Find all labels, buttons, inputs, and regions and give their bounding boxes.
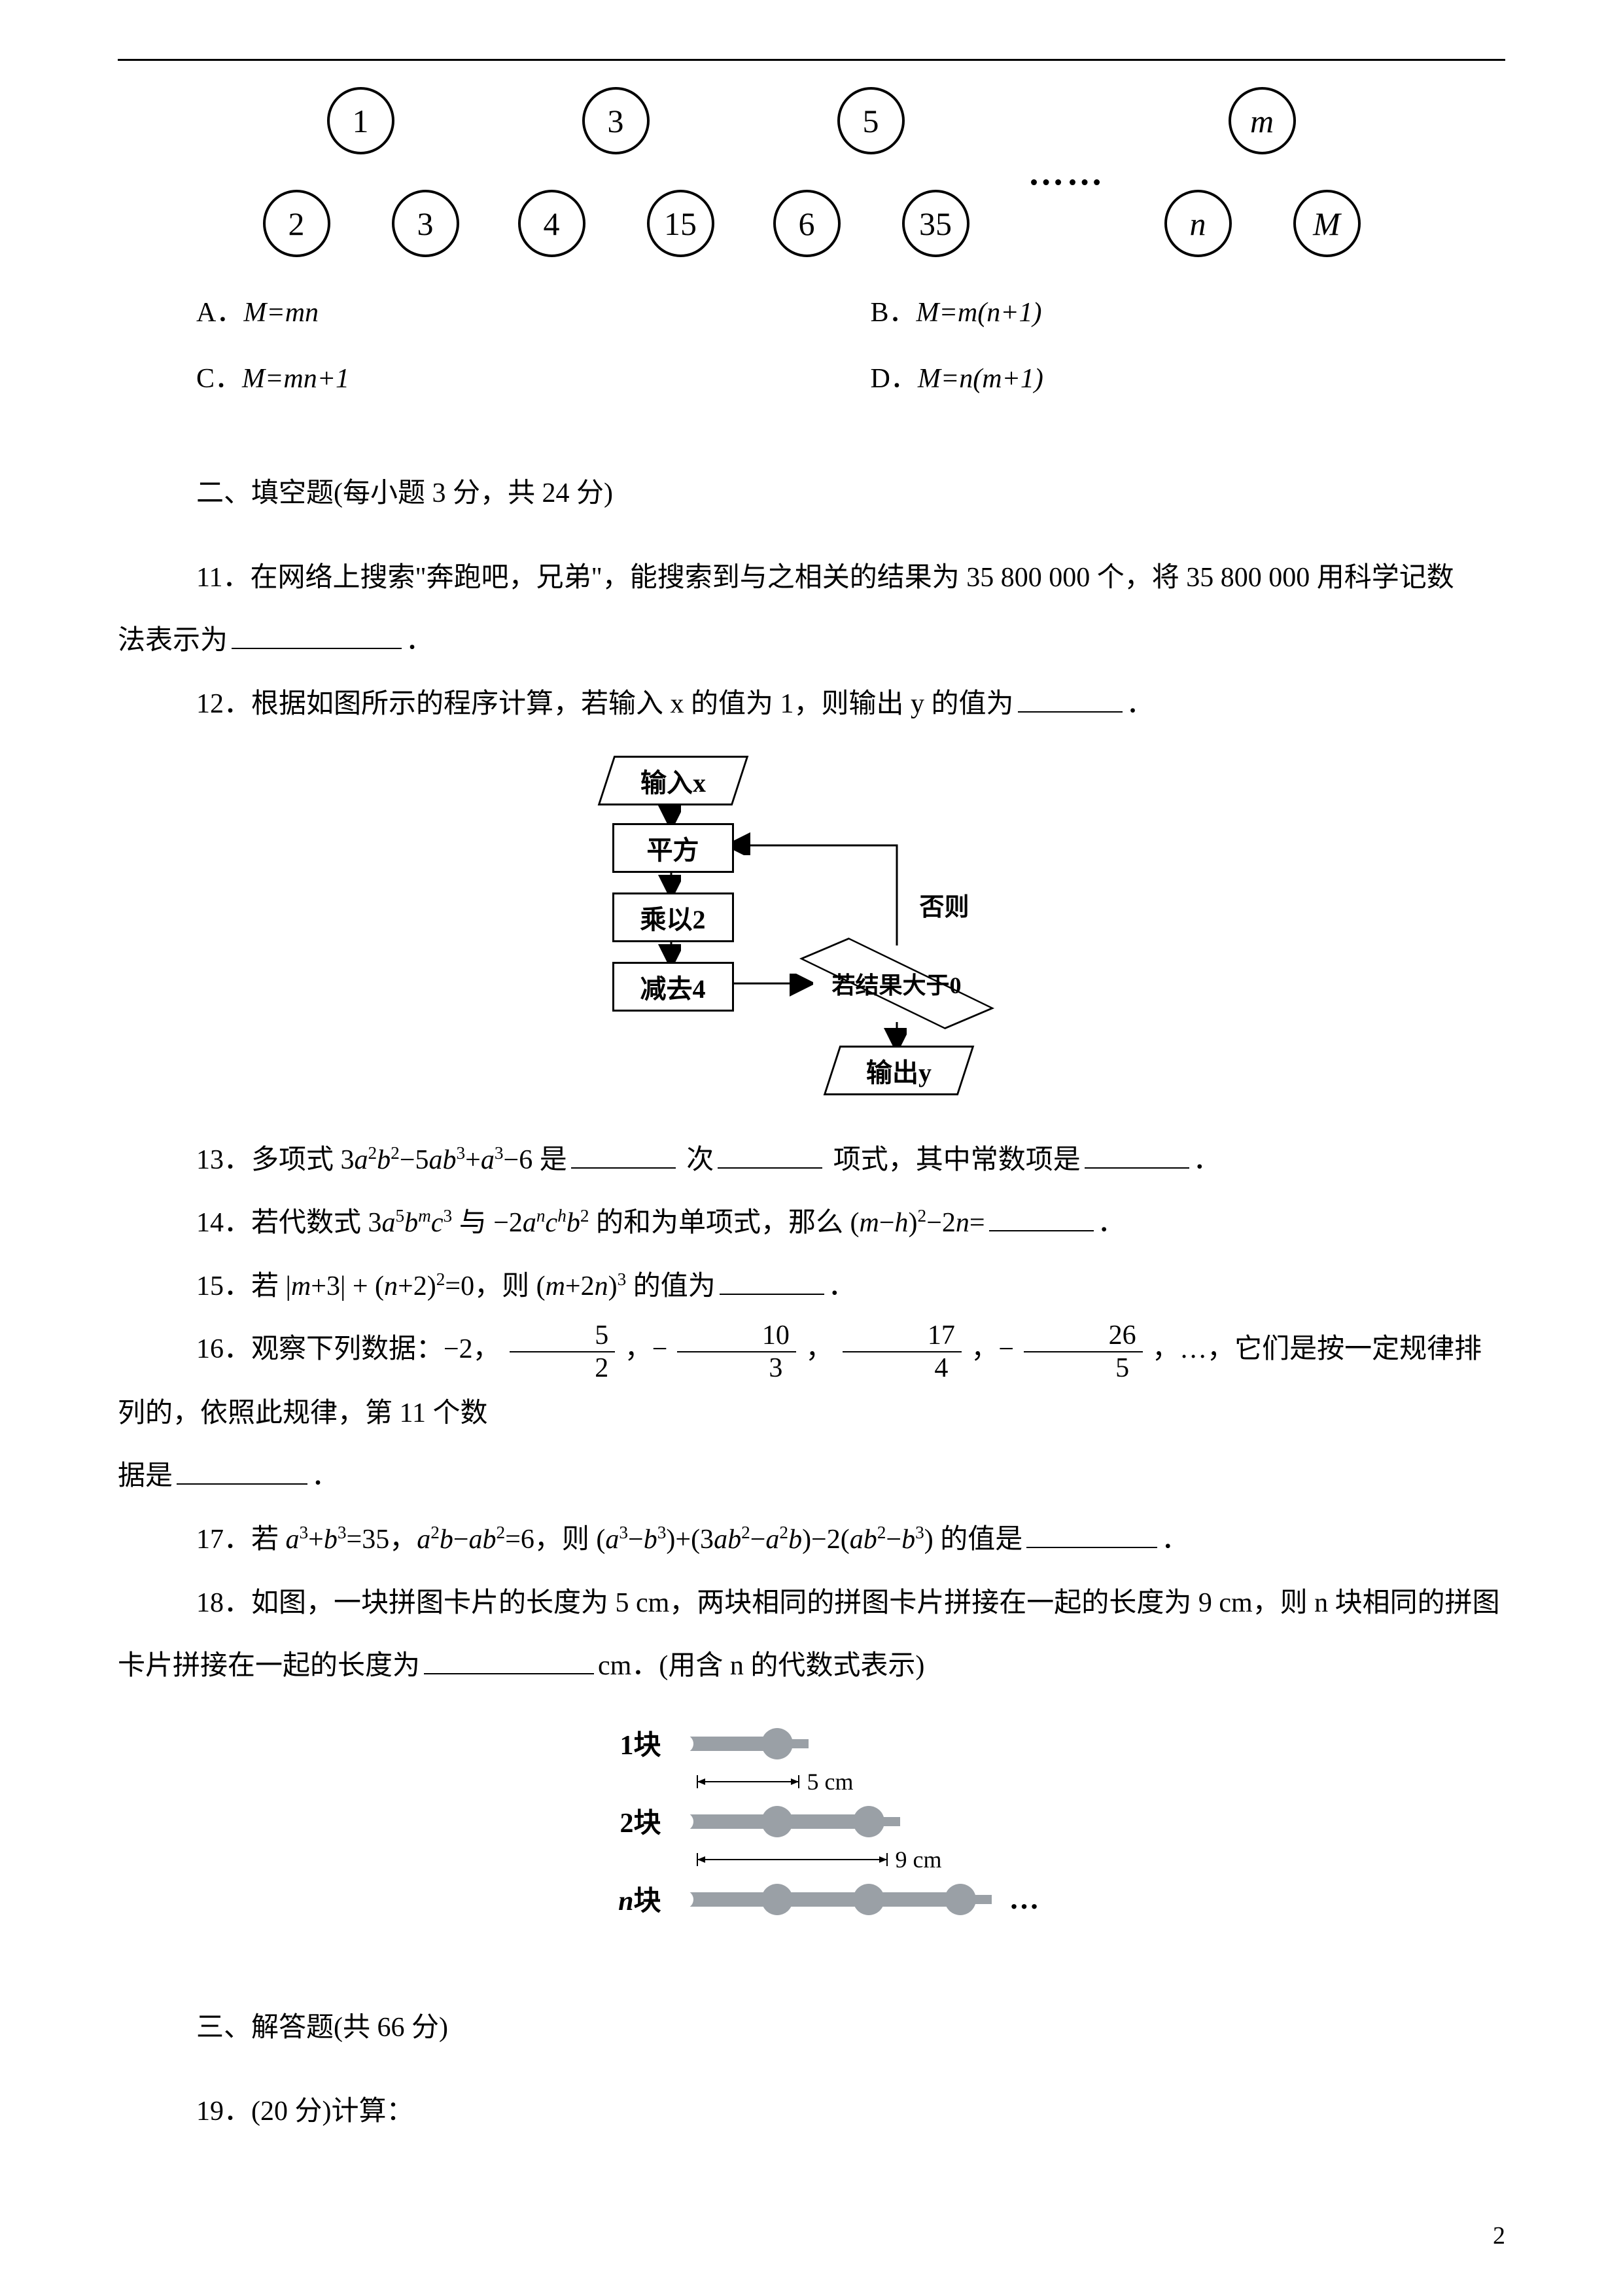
q12: 12．根据如图所示的程序计算，若输入 x 的值为 1，则输出 y 的值为． (118, 673, 1505, 736)
puzzle-l2: 2块 (589, 1801, 661, 1841)
blank-15 (720, 1266, 824, 1295)
triangle-group-2: 3 4 15 (518, 87, 714, 257)
option-b: B．M=m(n+1) (871, 290, 1506, 330)
puzzle-m2: 9 cm (896, 1846, 942, 1873)
blank-11 (232, 620, 402, 649)
top-rule (118, 59, 1505, 61)
q17: 17．若 a3+b3=35，a2b−ab2=6，则 (a3−b3)+(3ab2−… (118, 1508, 1505, 1572)
piece-1-icon (669, 1725, 813, 1761)
puzzle-dots: … (1009, 1881, 1039, 1916)
fc-mul: 乘以2 (640, 898, 706, 936)
q16-cont: 据是． (118, 1445, 1505, 1508)
triangle-figure-row: 1 2 3 3 4 15 5 6 35 …… m n M (118, 87, 1505, 257)
piece-2-icon (669, 1803, 905, 1839)
puzzle-m1: 5 cm (807, 1768, 854, 1795)
q13: 13．多项式 3a2b2−5ab3+a3−6 是 次 项式，其中常数项是． (118, 1129, 1505, 1192)
tmn-br: M (1313, 205, 1340, 243)
tmn-top: m (1250, 102, 1274, 140)
q11-cont: 法表示为． (118, 609, 1505, 673)
q16: 16．观察下列数据：−2， 52 ，− 103 ， 174 ，− 265 ，…，… (118, 1318, 1505, 1445)
t2-top: 3 (608, 102, 624, 140)
blank-12 (1018, 684, 1123, 713)
t2-bl: 4 (544, 205, 560, 243)
q19: 19．(20 分)计算： (118, 2080, 1505, 2144)
t1-top: 1 (353, 102, 369, 140)
fc-else: 否则 (920, 887, 969, 923)
blank-13a (571, 1140, 676, 1169)
page-number: 2 (1493, 2221, 1505, 2250)
q15: 15．若 |m+3| + (n+2)2=0，则 (m+2n)3 的值为． (118, 1255, 1505, 1318)
blank-13b (718, 1140, 822, 1169)
t1-br: 3 (417, 205, 434, 243)
q14: 14．若代数式 3a5bmc3 与 −2anchb2 的和为单项式，那么 (m−… (118, 1192, 1505, 1255)
fc-input: 输入x (640, 762, 706, 800)
puzzle-figure: 1块 5 cm 2块 (589, 1718, 1034, 1924)
puzzle-ln: n块 (589, 1879, 661, 1918)
option-a: A．M=mn (196, 290, 831, 330)
blank-14 (989, 1203, 1094, 1231)
piece-n-icon (669, 1881, 996, 1916)
puzzle-l1: 1块 (589, 1723, 661, 1763)
exam-page: 1 2 3 3 4 15 5 6 35 …… m n M A．M=mn B．M=… (0, 0, 1623, 2296)
triangle-group-3: 5 6 35 (773, 87, 969, 257)
ellipsis: …… (1028, 152, 1106, 193)
triangle-group-1: 1 2 3 (263, 87, 459, 257)
t3-bl: 6 (799, 205, 815, 243)
triangle-group-mn: m n M (1164, 87, 1361, 257)
blank-18 (424, 1646, 594, 1674)
blank-13c (1085, 1140, 1189, 1169)
t1-bl: 2 (288, 205, 305, 243)
t2-br: 15 (664, 205, 697, 243)
option-c: C．M=mn+1 (196, 356, 831, 396)
blank-17 (1026, 1519, 1157, 1548)
q18-cont: 卡片拼接在一起的长度为cm．(用含 n 的代数式表示) (118, 1634, 1505, 1698)
fc-square: 平方 (647, 829, 699, 867)
t3-br: 35 (919, 205, 952, 243)
option-d: D．M=n(m+1) (871, 356, 1506, 396)
blank-16 (177, 1456, 307, 1485)
fc-output: 输出y (866, 1051, 932, 1089)
flowchart: 输入x 平方 乘以2 减去4 若结果大于0 输出y 否则 (118, 756, 1505, 1103)
tmn-bl: n (1190, 205, 1206, 243)
q11: 11．在网络上搜索"奔跑吧，兄弟"，能搜索到与之相关的结果为 35 800 00… (118, 546, 1505, 610)
fc-sub: 减去4 (640, 968, 706, 1006)
q18: 18．如图，一块拼图卡片的长度为 5 cm，两块相同的拼图卡片拼接在一起的长度为… (118, 1572, 1505, 1635)
section-2-title: 二、填空题(每小题 3 分，共 24 分) (196, 468, 1505, 520)
section-3-title: 三、解答题(共 66 分) (196, 2002, 1505, 2055)
fc-diamond: 若结果大于0 (831, 966, 961, 1000)
t3-top: 5 (863, 102, 879, 140)
options-grid: A．M=mn B．M=m(n+1) C．M=mn+1 D．M=n(m+1) (196, 290, 1505, 396)
